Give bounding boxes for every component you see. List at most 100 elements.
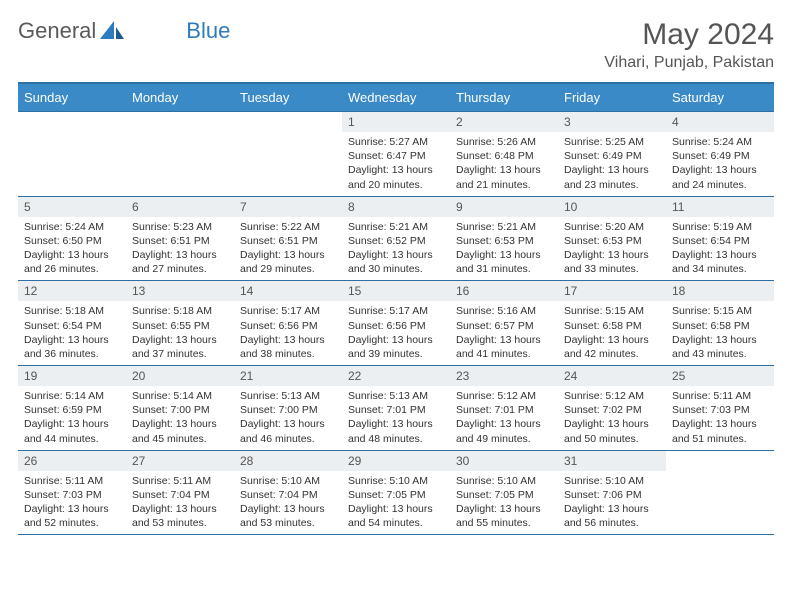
calendar-day-cell: 2Sunrise: 5:26 AMSunset: 6:48 PMDaylight…	[450, 112, 558, 197]
day-details: Sunrise: 5:12 AMSunset: 7:01 PMDaylight:…	[450, 386, 558, 450]
calendar-day-cell: 1Sunrise: 5:27 AMSunset: 6:47 PMDaylight…	[342, 112, 450, 197]
calendar-day-cell: 30Sunrise: 5:10 AMSunset: 7:05 PMDayligh…	[450, 450, 558, 535]
day-details: Sunrise: 5:13 AMSunset: 7:01 PMDaylight:…	[342, 386, 450, 450]
calendar-day-cell: 8Sunrise: 5:21 AMSunset: 6:52 PMDaylight…	[342, 196, 450, 281]
day-number: 24	[558, 366, 666, 386]
day-details: Sunrise: 5:12 AMSunset: 7:02 PMDaylight:…	[558, 386, 666, 450]
day-details: Sunrise: 5:10 AMSunset: 7:04 PMDaylight:…	[234, 471, 342, 535]
calendar-day-cell: 11Sunrise: 5:19 AMSunset: 6:54 PMDayligh…	[666, 196, 774, 281]
weekday-header-row: SundayMondayTuesdayWednesdayThursdayFrid…	[18, 83, 774, 112]
day-details: Sunrise: 5:19 AMSunset: 6:54 PMDaylight:…	[666, 217, 774, 281]
calendar-day-cell: 28Sunrise: 5:10 AMSunset: 7:04 PMDayligh…	[234, 450, 342, 535]
calendar-day-cell: 27Sunrise: 5:11 AMSunset: 7:04 PMDayligh…	[126, 450, 234, 535]
day-number: 30	[450, 451, 558, 471]
calendar-day-cell: 21Sunrise: 5:13 AMSunset: 7:00 PMDayligh…	[234, 366, 342, 451]
day-number: 6	[126, 197, 234, 217]
day-number: 21	[234, 366, 342, 386]
day-number: 31	[558, 451, 666, 471]
calendar-day-cell: 17Sunrise: 5:15 AMSunset: 6:58 PMDayligh…	[558, 281, 666, 366]
day-details: Sunrise: 5:26 AMSunset: 6:48 PMDaylight:…	[450, 132, 558, 196]
day-number: 20	[126, 366, 234, 386]
day-details: Sunrise: 5:14 AMSunset: 7:00 PMDaylight:…	[126, 386, 234, 450]
page-title: May 2024	[604, 18, 774, 52]
day-number: 2	[450, 112, 558, 132]
day-details: Sunrise: 5:20 AMSunset: 6:53 PMDaylight:…	[558, 217, 666, 281]
day-number: 5	[18, 197, 126, 217]
calendar-day-cell: 3Sunrise: 5:25 AMSunset: 6:49 PMDaylight…	[558, 112, 666, 197]
day-number: 10	[558, 197, 666, 217]
day-number: 19	[18, 366, 126, 386]
calendar-day-cell: 25Sunrise: 5:11 AMSunset: 7:03 PMDayligh…	[666, 366, 774, 451]
calendar-empty-cell	[666, 450, 774, 535]
calendar-day-cell: 20Sunrise: 5:14 AMSunset: 7:00 PMDayligh…	[126, 366, 234, 451]
day-details: Sunrise: 5:10 AMSunset: 7:05 PMDaylight:…	[450, 471, 558, 535]
weekday-header: Wednesday	[342, 83, 450, 112]
day-number: 26	[18, 451, 126, 471]
calendar-day-cell: 6Sunrise: 5:23 AMSunset: 6:51 PMDaylight…	[126, 196, 234, 281]
location: Vihari, Punjab, Pakistan	[604, 54, 774, 72]
day-number: 25	[666, 366, 774, 386]
calendar-week-row: 26Sunrise: 5:11 AMSunset: 7:03 PMDayligh…	[18, 450, 774, 535]
day-details: Sunrise: 5:10 AMSunset: 7:06 PMDaylight:…	[558, 471, 666, 535]
day-number: 14	[234, 281, 342, 301]
calendar-day-cell: 24Sunrise: 5:12 AMSunset: 7:02 PMDayligh…	[558, 366, 666, 451]
calendar-empty-cell	[18, 112, 126, 197]
day-details: Sunrise: 5:11 AMSunset: 7:03 PMDaylight:…	[666, 386, 774, 450]
day-details: Sunrise: 5:14 AMSunset: 6:59 PMDaylight:…	[18, 386, 126, 450]
day-details: Sunrise: 5:13 AMSunset: 7:00 PMDaylight:…	[234, 386, 342, 450]
calendar-empty-cell	[234, 112, 342, 197]
day-number: 7	[234, 197, 342, 217]
day-details: Sunrise: 5:18 AMSunset: 6:55 PMDaylight:…	[126, 301, 234, 365]
calendar-week-row: 19Sunrise: 5:14 AMSunset: 6:59 PMDayligh…	[18, 366, 774, 451]
calendar-day-cell: 26Sunrise: 5:11 AMSunset: 7:03 PMDayligh…	[18, 450, 126, 535]
day-number: 29	[342, 451, 450, 471]
calendar-day-cell: 5Sunrise: 5:24 AMSunset: 6:50 PMDaylight…	[18, 196, 126, 281]
calendar-day-cell: 10Sunrise: 5:20 AMSunset: 6:53 PMDayligh…	[558, 196, 666, 281]
calendar-week-row: 12Sunrise: 5:18 AMSunset: 6:54 PMDayligh…	[18, 281, 774, 366]
calendar-day-cell: 4Sunrise: 5:24 AMSunset: 6:49 PMDaylight…	[666, 112, 774, 197]
day-details: Sunrise: 5:11 AMSunset: 7:04 PMDaylight:…	[126, 471, 234, 535]
weekday-header: Monday	[126, 83, 234, 112]
day-details: Sunrise: 5:24 AMSunset: 6:50 PMDaylight:…	[18, 217, 126, 281]
calendar-day-cell: 9Sunrise: 5:21 AMSunset: 6:53 PMDaylight…	[450, 196, 558, 281]
day-number: 23	[450, 366, 558, 386]
calendar-week-row: 5Sunrise: 5:24 AMSunset: 6:50 PMDaylight…	[18, 196, 774, 281]
calendar-day-cell: 23Sunrise: 5:12 AMSunset: 7:01 PMDayligh…	[450, 366, 558, 451]
day-details: Sunrise: 5:17 AMSunset: 6:56 PMDaylight:…	[234, 301, 342, 365]
day-details: Sunrise: 5:21 AMSunset: 6:53 PMDaylight:…	[450, 217, 558, 281]
day-details: Sunrise: 5:27 AMSunset: 6:47 PMDaylight:…	[342, 132, 450, 196]
calendar-table: SundayMondayTuesdayWednesdayThursdayFrid…	[18, 82, 774, 535]
weekday-header: Sunday	[18, 83, 126, 112]
day-number: 8	[342, 197, 450, 217]
day-details: Sunrise: 5:16 AMSunset: 6:57 PMDaylight:…	[450, 301, 558, 365]
weekday-header: Tuesday	[234, 83, 342, 112]
day-number: 13	[126, 281, 234, 301]
calendar-day-cell: 14Sunrise: 5:17 AMSunset: 6:56 PMDayligh…	[234, 281, 342, 366]
day-details: Sunrise: 5:22 AMSunset: 6:51 PMDaylight:…	[234, 217, 342, 281]
logo-text-blue: Blue	[186, 18, 230, 44]
day-number: 3	[558, 112, 666, 132]
day-details: Sunrise: 5:21 AMSunset: 6:52 PMDaylight:…	[342, 217, 450, 281]
day-details: Sunrise: 5:24 AMSunset: 6:49 PMDaylight:…	[666, 132, 774, 196]
weekday-header: Friday	[558, 83, 666, 112]
day-number: 11	[666, 197, 774, 217]
calendar-day-cell: 12Sunrise: 5:18 AMSunset: 6:54 PMDayligh…	[18, 281, 126, 366]
day-number: 1	[342, 112, 450, 132]
day-number: 16	[450, 281, 558, 301]
weekday-header: Thursday	[450, 83, 558, 112]
logo-sail-icon	[100, 21, 124, 41]
title-block: May 2024 Vihari, Punjab, Pakistan	[604, 18, 774, 72]
logo: General Blue	[18, 18, 230, 44]
day-details: Sunrise: 5:18 AMSunset: 6:54 PMDaylight:…	[18, 301, 126, 365]
calendar-empty-cell	[126, 112, 234, 197]
calendar-day-cell: 16Sunrise: 5:16 AMSunset: 6:57 PMDayligh…	[450, 281, 558, 366]
day-number: 28	[234, 451, 342, 471]
calendar-day-cell: 7Sunrise: 5:22 AMSunset: 6:51 PMDaylight…	[234, 196, 342, 281]
day-details: Sunrise: 5:25 AMSunset: 6:49 PMDaylight:…	[558, 132, 666, 196]
calendar-day-cell: 31Sunrise: 5:10 AMSunset: 7:06 PMDayligh…	[558, 450, 666, 535]
calendar-day-cell: 19Sunrise: 5:14 AMSunset: 6:59 PMDayligh…	[18, 366, 126, 451]
header: General Blue May 2024 Vihari, Punjab, Pa…	[18, 18, 774, 72]
day-details: Sunrise: 5:10 AMSunset: 7:05 PMDaylight:…	[342, 471, 450, 535]
calendar-week-row: 1Sunrise: 5:27 AMSunset: 6:47 PMDaylight…	[18, 112, 774, 197]
day-number: 12	[18, 281, 126, 301]
